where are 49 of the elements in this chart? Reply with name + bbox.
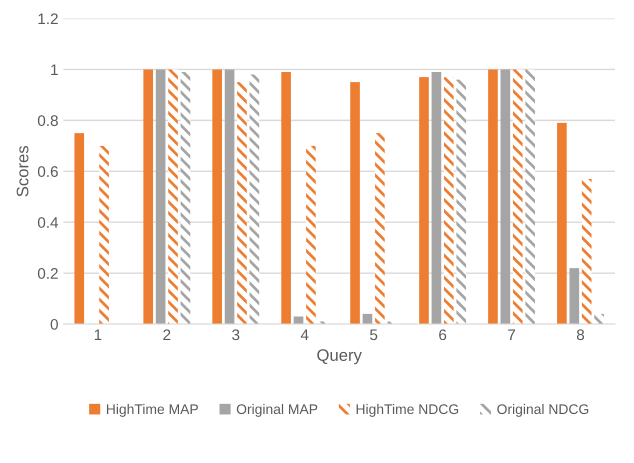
bar bbox=[569, 268, 580, 324]
bar bbox=[281, 72, 291, 324]
bar bbox=[362, 314, 372, 324]
y-tick-label: 0.4 bbox=[38, 217, 58, 228]
x-tick-label: 3 bbox=[232, 329, 240, 340]
bar bbox=[350, 82, 360, 324]
y-tick-label: 0 bbox=[50, 318, 58, 330]
legend-label: Original MAP bbox=[236, 404, 318, 417]
bar bbox=[512, 69, 523, 324]
x-tick-label: 2 bbox=[163, 329, 170, 340]
bar bbox=[557, 122, 567, 324]
bar bbox=[306, 146, 316, 324]
x-tick-label: 4 bbox=[300, 330, 309, 340]
bar bbox=[294, 316, 304, 324]
y-tick-label: 1.2 bbox=[38, 13, 58, 24]
bar bbox=[250, 74, 260, 324]
legend-label: Original NDCG bbox=[497, 404, 588, 417]
y-tick-label: 1 bbox=[51, 64, 58, 75]
x-tick-label: 1 bbox=[94, 330, 102, 340]
y-tick-label: 0.6 bbox=[38, 166, 58, 177]
x-axis-title: Query bbox=[317, 349, 362, 364]
bar bbox=[168, 69, 178, 324]
bar bbox=[143, 69, 154, 324]
bar bbox=[156, 69, 166, 324]
bar bbox=[500, 69, 510, 324]
bar bbox=[432, 72, 442, 324]
bar bbox=[444, 77, 454, 324]
x-tick-label: 7 bbox=[508, 330, 516, 340]
bar bbox=[456, 80, 466, 324]
bar bbox=[594, 314, 604, 324]
bar bbox=[419, 77, 429, 324]
legend-label: HighTime NDCG bbox=[356, 404, 458, 417]
legend-label: HighTime MAP bbox=[106, 404, 198, 417]
bar bbox=[525, 69, 535, 324]
bar bbox=[237, 82, 247, 324]
bar bbox=[99, 146, 109, 324]
x-tick-label: 8 bbox=[576, 329, 584, 340]
y-axis-title: Scores bbox=[16, 146, 28, 196]
bar bbox=[74, 133, 84, 324]
bar bbox=[582, 178, 592, 324]
x-tick-label: 5 bbox=[370, 330, 378, 340]
x-tick-label: 6 bbox=[439, 329, 446, 340]
y-tick-label: 0.2 bbox=[38, 268, 58, 279]
bar bbox=[488, 69, 498, 324]
bar bbox=[224, 69, 234, 324]
bar bbox=[375, 133, 385, 324]
bar bbox=[180, 72, 190, 324]
bar bbox=[212, 69, 222, 324]
y-tick-label: 0.8 bbox=[38, 115, 58, 126]
